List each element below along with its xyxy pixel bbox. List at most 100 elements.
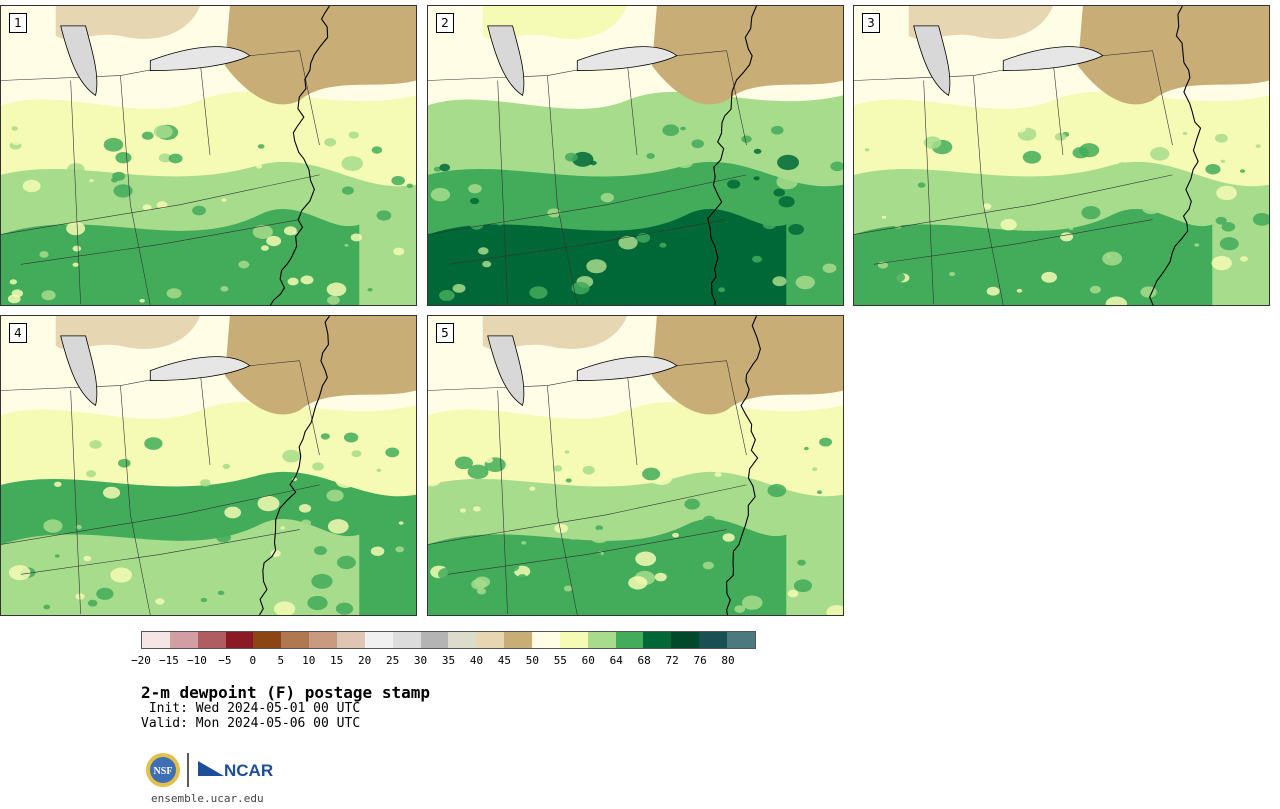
- dewpoint-patch: [709, 581, 732, 597]
- state-border: [547, 385, 578, 615]
- dewpoint-patch: [680, 126, 686, 131]
- dewpoint-patch: [200, 479, 211, 487]
- state-border: [1, 484, 320, 545]
- dewpoint-patch: [642, 467, 661, 481]
- dewpoint-patch: [753, 176, 760, 181]
- dewpoint-patch: [814, 288, 827, 298]
- dewpoint-patch: [589, 529, 610, 544]
- dewpoint-patch: [778, 196, 795, 208]
- dewpoint-patch: [220, 286, 229, 292]
- dewpoint-patch: [266, 235, 282, 247]
- humid-region: [854, 208, 1213, 305]
- dewpoint-patch: [107, 581, 120, 591]
- dewpoint-patch: [43, 604, 51, 610]
- colorbar-tick: 76: [693, 654, 707, 667]
- great-lake: [576, 46, 678, 71]
- dewpoint-patch: [924, 248, 942, 261]
- colorbar-cell: [225, 632, 254, 648]
- dewpoint-patch: [491, 258, 497, 262]
- dewpoint-patch: [482, 260, 492, 268]
- state-border: [120, 75, 151, 305]
- dewpoint-patch: [341, 156, 363, 171]
- dewpoint-patch: [7, 294, 21, 304]
- dewpoint-patch: [376, 468, 382, 472]
- dewpoint-patch: [1132, 224, 1144, 233]
- dewpoint-map: [854, 6, 1269, 305]
- dewpoint-patch: [734, 605, 746, 613]
- dewpoint-patch: [192, 205, 207, 216]
- dewpoint-patch: [166, 288, 182, 299]
- colorbar-tick: 30: [413, 654, 428, 667]
- dewpoint-patch: [469, 197, 480, 205]
- dewpoint-patch: [662, 124, 680, 137]
- dewpoint-patch: [472, 506, 481, 512]
- dewpoint-patch: [428, 547, 441, 561]
- low-dewpoint-region: [224, 6, 416, 105]
- colorbar-tick: −20: [131, 654, 151, 667]
- dewpoint-patch: [219, 180, 238, 194]
- dewpoint-patch: [1079, 143, 1100, 158]
- dewpoint-patch: [96, 587, 114, 600]
- dewpoint-patch: [37, 490, 48, 498]
- dewpoint-patch: [600, 192, 615, 203]
- great-lake: [913, 25, 951, 97]
- dewpoint-patch: [529, 286, 548, 299]
- dewpoint-patch: [75, 524, 82, 530]
- dewpoint-patch: [830, 161, 843, 172]
- dewpoint-patch: [521, 541, 527, 545]
- dewpoint-patch: [1000, 218, 1017, 231]
- dewpoint-patch: [300, 275, 314, 285]
- colorbar-tick: 0: [249, 654, 257, 667]
- colorbar-tick: −5: [218, 654, 232, 667]
- low-dewpoint-region: [1077, 6, 1269, 105]
- colorbar-cell: [281, 632, 310, 648]
- dewpoint-patch: [115, 152, 132, 164]
- dewpoint-patch: [586, 259, 607, 274]
- ensemble-member-map-2: 2: [427, 5, 844, 306]
- dewpoint-patch: [864, 148, 870, 152]
- colorbar-tick: −15: [159, 654, 179, 667]
- dewpoint-patch: [100, 291, 122, 305]
- great-lake: [487, 335, 525, 407]
- dewpoint-patch: [94, 202, 99, 206]
- dewpoint-patch: [103, 486, 121, 499]
- dewpoint-patch: [819, 437, 833, 447]
- colorbar-tick: 72: [665, 654, 679, 667]
- dewpoint-patch: [54, 554, 60, 558]
- dewpoint-patch: [351, 450, 362, 458]
- great-lake: [487, 25, 525, 97]
- dewpoint-patch: [371, 146, 383, 154]
- state-border: [447, 529, 727, 575]
- dewpoint-patch: [326, 489, 344, 502]
- dewpoint-patch: [41, 290, 56, 301]
- dewpoint-patch: [595, 525, 603, 531]
- dewpoint-patch: [478, 247, 489, 255]
- dewpoint-patch: [1236, 190, 1255, 203]
- dewpoint-patch: [439, 163, 451, 172]
- dewpoint-patch: [1215, 133, 1228, 143]
- state-border: [20, 529, 300, 575]
- dewpoint-patch: [923, 136, 942, 149]
- dewpoint-patch: [393, 247, 405, 256]
- coastline: [707, 6, 757, 305]
- dewpoint-patch: [1240, 256, 1249, 262]
- dewpoint-patch: [350, 233, 363, 242]
- low-dewpoint-region: [908, 6, 1054, 40]
- dewpoint-patch: [1194, 243, 1200, 247]
- dewpoint-patch: [348, 131, 359, 139]
- dewpoint-patch: [1022, 150, 1042, 164]
- dewpoint-patch: [1205, 163, 1221, 175]
- dewpoint-patch: [816, 490, 823, 495]
- dewpoint-patch: [158, 153, 172, 163]
- state-border: [726, 360, 747, 456]
- dewpoint-patch: [1263, 127, 1269, 132]
- dewpoint-patch: [582, 465, 595, 475]
- dewpoint-patch: [308, 526, 314, 530]
- dewpoint-patch: [589, 185, 603, 195]
- colorbar-cell: [699, 632, 728, 648]
- dewpoint-patch: [89, 178, 94, 183]
- state-border: [1152, 50, 1173, 146]
- colorbar-cell: [476, 632, 505, 648]
- dewpoint-patch: [367, 287, 373, 292]
- dewpoint-patch: [681, 606, 700, 615]
